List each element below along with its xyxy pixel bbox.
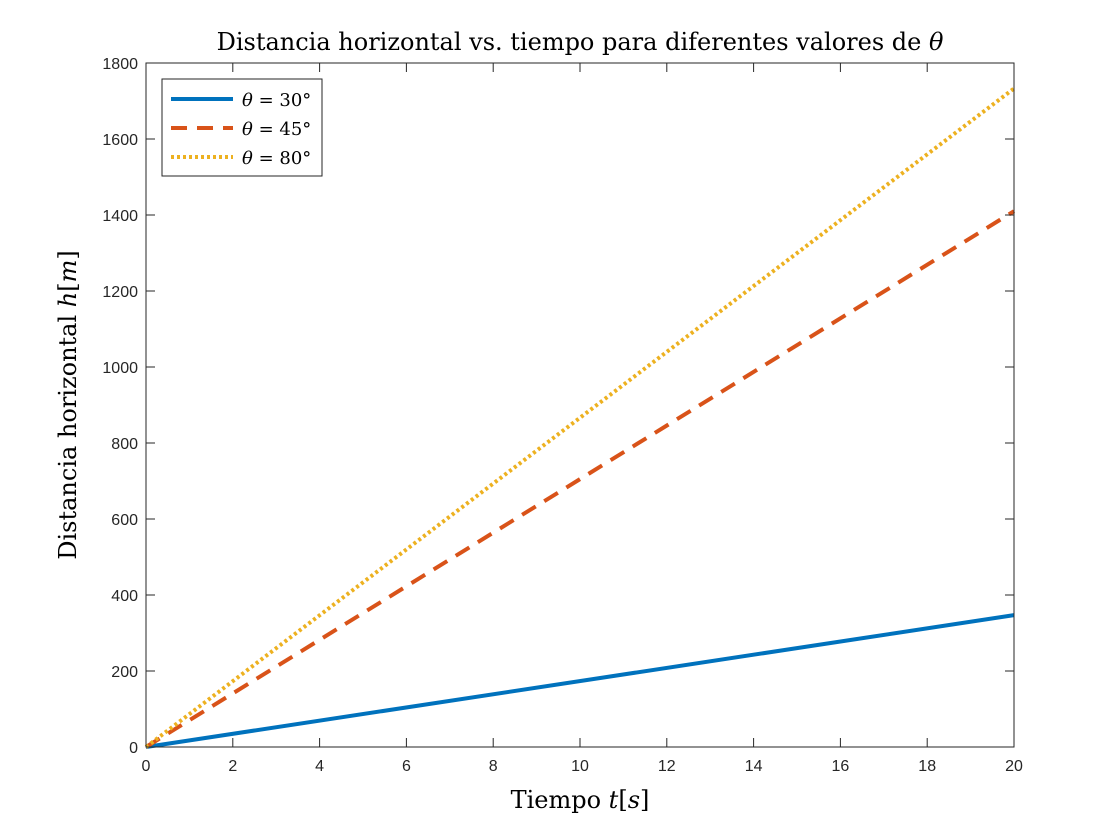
legend-label: θ = 45° bbox=[242, 119, 311, 140]
x-tick-label: 20 bbox=[1005, 758, 1023, 775]
y-tick-label: 0 bbox=[129, 740, 138, 757]
y-axis-label: Distancia horizontal h[m] bbox=[54, 250, 82, 560]
y-axis-label-bracket-close: ] bbox=[54, 250, 82, 259]
x-tick-label: 8 bbox=[489, 758, 498, 775]
y-tick-label: 1000 bbox=[102, 360, 138, 377]
y-axis-ticks: 0 200 400 600 800 1000 1200 1400 1600 1800 bbox=[102, 56, 1014, 757]
x-axis-label: Tiempo t[s] bbox=[511, 786, 650, 814]
y-axis-label-unit: m bbox=[54, 260, 82, 283]
x-tick-label: 18 bbox=[918, 758, 936, 775]
legend-box bbox=[161, 78, 323, 177]
y-tick-label: 1800 bbox=[102, 56, 138, 73]
legend-entry-1: θ = 30° bbox=[171, 90, 311, 111]
series-line-3 bbox=[144, 86, 1016, 749]
x-tick-label: 12 bbox=[658, 758, 676, 775]
legend-label: θ = 80° bbox=[242, 148, 311, 169]
x-tick-label: 10 bbox=[571, 758, 589, 775]
legend-label: θ = 30° bbox=[242, 90, 311, 111]
x-axis-label-var: t bbox=[609, 786, 619, 814]
series-line-1 bbox=[145, 613, 1015, 749]
legend-entry-2: θ = 45° bbox=[171, 119, 311, 140]
y-tick-label: 200 bbox=[111, 664, 138, 681]
x-tick-label: 14 bbox=[745, 758, 763, 775]
y-tick-label: 600 bbox=[111, 512, 138, 529]
x-axis-label-bracket-open: [ bbox=[618, 786, 627, 814]
x-tick-label: 4 bbox=[315, 758, 324, 775]
y-tick-label: 400 bbox=[111, 588, 138, 605]
series-layer bbox=[144, 86, 1016, 749]
x-tick-label: 6 bbox=[402, 758, 411, 775]
y-tick-label: 1200 bbox=[102, 284, 138, 301]
title-text-part: Distancia horizontal vs. tiempo para dif… bbox=[217, 28, 929, 56]
x-axis-label-bracket-close: ] bbox=[640, 786, 649, 814]
x-axis-ticks: 0 2 4 6 8 10 12 14 16 18 20 bbox=[142, 63, 1023, 775]
chart-title: Distancia horizontal vs. tiempo para dif… bbox=[217, 28, 944, 56]
y-axis-label-bracket-open: [ bbox=[54, 282, 82, 291]
x-tick-label: 0 bbox=[142, 758, 151, 775]
x-axis-label-text: Tiempo bbox=[511, 786, 609, 814]
x-axis-label-unit: s bbox=[628, 786, 640, 814]
plot-area bbox=[146, 63, 1014, 747]
y-tick-label: 800 bbox=[111, 436, 138, 453]
title-theta-symbol: θ bbox=[929, 28, 944, 56]
x-tick-label: 16 bbox=[832, 758, 850, 775]
chart-legend: θ = 30° θ = 45° θ = 80° bbox=[161, 78, 323, 177]
legend-entry-3: θ = 80° bbox=[171, 148, 311, 169]
y-tick-label: 1600 bbox=[102, 132, 138, 149]
y-axis-label-text: Distancia horizontal bbox=[54, 307, 82, 560]
y-tick-label: 1400 bbox=[102, 208, 138, 225]
x-tick-label: 2 bbox=[228, 758, 237, 775]
series-line-2 bbox=[144, 209, 1016, 749]
y-axis-label-var: h bbox=[54, 292, 82, 307]
